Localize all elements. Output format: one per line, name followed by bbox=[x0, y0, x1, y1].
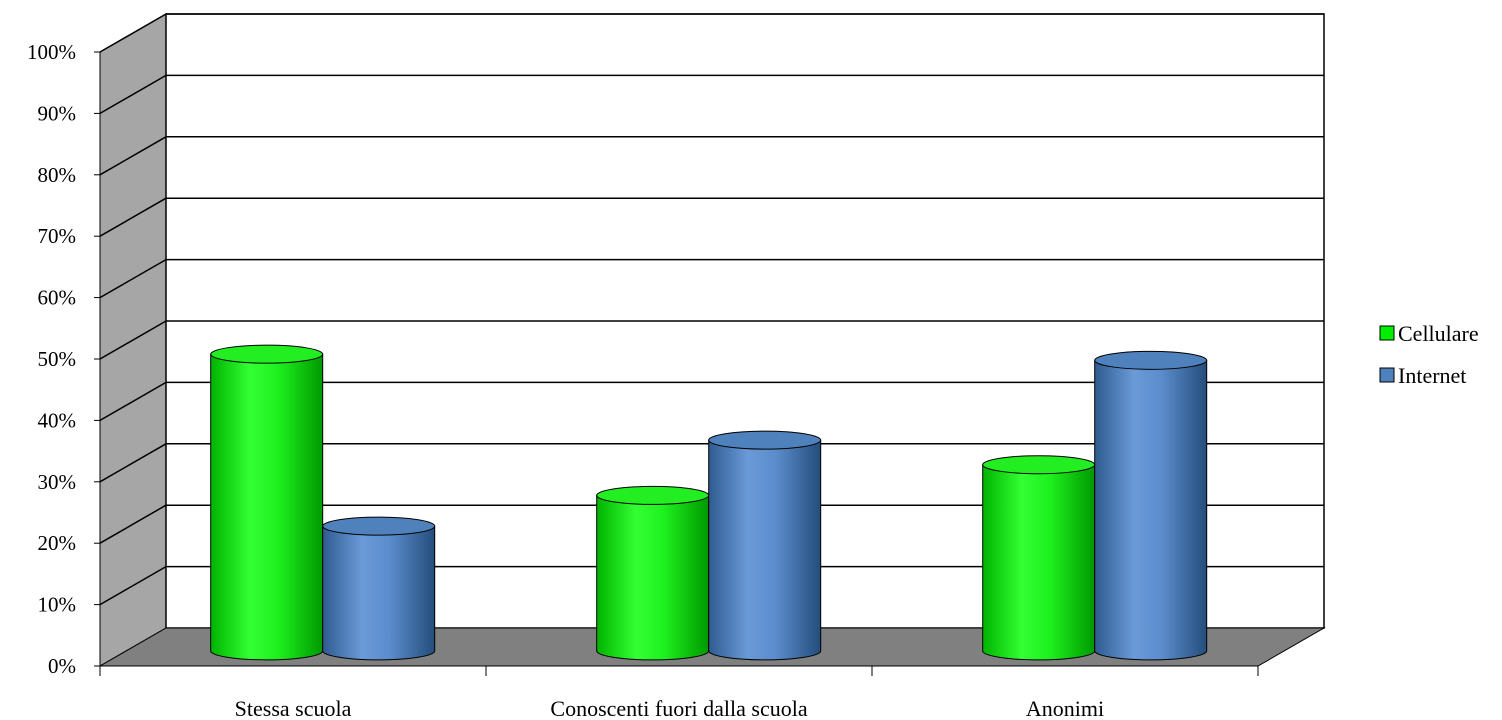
bar-top bbox=[210, 344, 324, 364]
legend-swatch bbox=[1379, 367, 1395, 383]
bar bbox=[982, 455, 1096, 661]
y-tick-label: 20% bbox=[38, 531, 77, 555]
y-tick-label: 90% bbox=[38, 101, 77, 125]
legend-label: Internet bbox=[1398, 363, 1466, 388]
y-tick-label: 10% bbox=[38, 593, 77, 617]
bar-top bbox=[322, 516, 436, 536]
y-tick-label: 70% bbox=[38, 224, 77, 248]
category-label: Anonimi bbox=[1026, 696, 1104, 720]
legend-label: Cellulare bbox=[1398, 321, 1479, 346]
bar bbox=[322, 516, 436, 661]
y-tick-label: 30% bbox=[38, 470, 77, 494]
y-tick-label: 60% bbox=[38, 286, 77, 310]
bar bbox=[210, 344, 324, 661]
bar-body bbox=[210, 353, 324, 661]
gridline-side bbox=[99, 320, 167, 360]
gridline-side bbox=[99, 258, 167, 299]
gridline-side bbox=[99, 74, 167, 115]
gridline-side bbox=[99, 136, 167, 176]
y-tick-label: 50% bbox=[38, 347, 77, 371]
bar-top bbox=[982, 455, 1096, 475]
y-tick-label: 80% bbox=[38, 163, 77, 187]
y-tick-label: 0% bbox=[48, 654, 76, 678]
category-label: Conoscenti fuori dalla scuola bbox=[550, 696, 807, 720]
bar-body bbox=[596, 494, 710, 661]
bar-body bbox=[322, 525, 436, 661]
bar bbox=[708, 430, 822, 661]
gridline-side bbox=[99, 504, 167, 544]
y-tick-label: 40% bbox=[38, 408, 77, 432]
legend: Cellulare Internet bbox=[1379, 321, 1479, 388]
bar-body bbox=[982, 464, 1096, 661]
bar-top bbox=[596, 485, 710, 505]
gridline-side bbox=[99, 197, 167, 237]
gridline-side bbox=[99, 443, 167, 483]
bar-body bbox=[708, 439, 822, 661]
bar bbox=[596, 485, 710, 661]
bar bbox=[1094, 350, 1208, 661]
bar-top bbox=[708, 430, 822, 450]
bar-body bbox=[1094, 359, 1208, 661]
gridline-side bbox=[99, 381, 167, 422]
category-label: Stessa scuola bbox=[235, 696, 352, 720]
y-tick-label: 100% bbox=[27, 40, 76, 64]
gridline-side bbox=[99, 13, 167, 53]
gridline-side bbox=[99, 565, 167, 606]
legend-swatch bbox=[1379, 325, 1395, 341]
bar-top bbox=[1094, 350, 1208, 370]
